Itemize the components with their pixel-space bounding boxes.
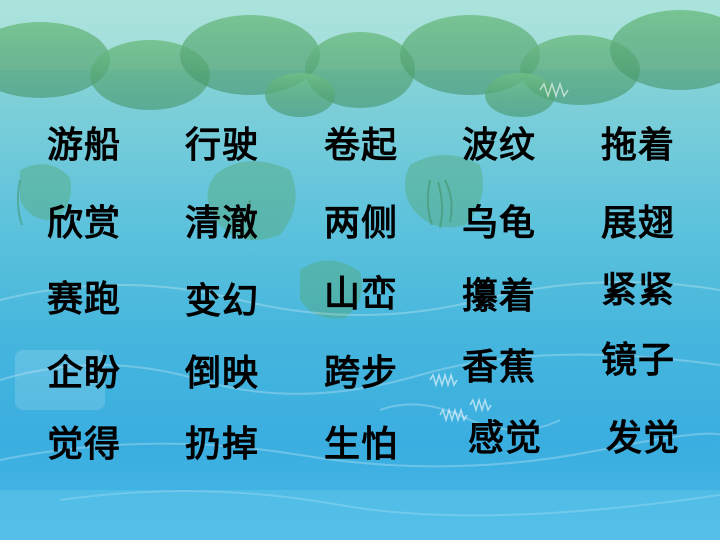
- word-香蕉: 香蕉: [462, 347, 537, 388]
- word-发觉: 发觉: [606, 418, 681, 459]
- word-乌龟: 乌龟: [462, 203, 537, 244]
- word-生怕: 生怕: [324, 424, 399, 465]
- word-赛跑: 赛跑: [47, 279, 122, 320]
- word-变幻: 变幻: [185, 281, 260, 322]
- word-倒映: 倒映: [185, 353, 260, 394]
- word-觉得: 觉得: [47, 424, 122, 465]
- word-卷起: 卷起: [324, 125, 399, 166]
- word-展翅: 展翅: [601, 203, 676, 244]
- word-清澈: 清澈: [185, 203, 260, 244]
- word-拖着: 拖着: [601, 125, 676, 166]
- water-ripples: [0, 281, 720, 517]
- word-游船: 游船: [47, 125, 122, 166]
- word-镜子: 镜子: [601, 340, 676, 381]
- word-攥着: 攥着: [462, 276, 537, 317]
- word-企盼: 企盼: [47, 353, 122, 394]
- squiggle-waves: [429, 81, 569, 423]
- word-跨步: 跨步: [324, 353, 399, 394]
- word-行驶: 行驶: [185, 125, 260, 166]
- hanging-foliage: [0, 10, 720, 117]
- word-山峦: 山峦: [324, 274, 399, 315]
- word-紧紧: 紧紧: [601, 270, 676, 311]
- word-扔掉: 扔掉: [185, 424, 260, 465]
- word-两侧: 两侧: [324, 203, 399, 244]
- word-波纹: 波纹: [462, 125, 537, 166]
- word-欣赏: 欣赏: [47, 203, 122, 244]
- floating-leaves: [20, 155, 483, 319]
- word-感觉: 感觉: [468, 418, 543, 459]
- hanging-roots: [16, 179, 453, 241]
